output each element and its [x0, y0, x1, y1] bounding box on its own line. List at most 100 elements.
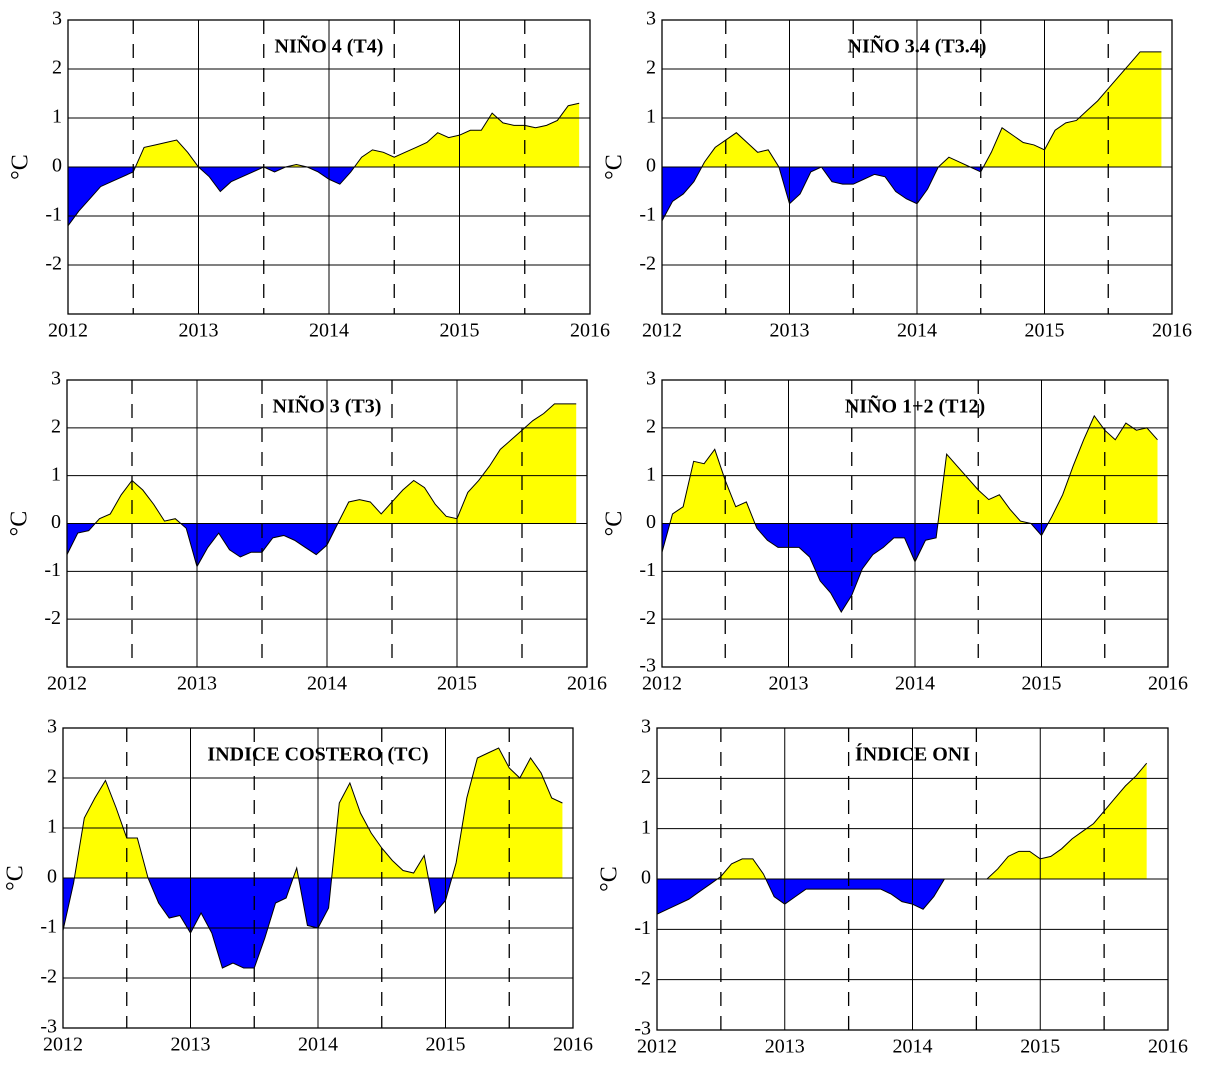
y-axis-label: °C — [3, 865, 29, 891]
chart-title: ÍNDICE ONI — [855, 743, 970, 766]
series-line — [661, 414, 1158, 613]
negative-area — [657, 879, 1147, 915]
series-line — [67, 102, 580, 227]
chart-title: INDICE COSTERO (TC) — [207, 744, 428, 766]
y-tick-label: -1 — [639, 204, 656, 226]
y-axis-label: °C — [602, 154, 628, 180]
y-tick-label: 2 — [47, 766, 57, 788]
y-tick-label: 2 — [51, 415, 61, 437]
y-tick-label: 1 — [47, 816, 57, 838]
x-tick-label: 2015 — [1022, 673, 1062, 695]
y-tick-label: -3 — [639, 655, 656, 677]
x-tick-label: 2013 — [765, 1036, 805, 1058]
y-tick-label: 3 — [52, 8, 62, 30]
y-tick-label: 0 — [646, 155, 656, 177]
chart-title: NIÑO 4 (T4) — [275, 35, 384, 58]
x-tick-label: 2012 — [48, 320, 88, 342]
y-tick-label: -1 — [634, 917, 651, 939]
y-tick-label: 0 — [51, 511, 61, 533]
y-tick-label: -2 — [639, 607, 656, 629]
y-tick-label: 1 — [52, 106, 62, 128]
x-tick-label: 2014 — [893, 1036, 933, 1058]
x-tick-label: 2016 — [1148, 1036, 1188, 1058]
x-tick-label: 2016 — [1152, 320, 1192, 342]
y-axis-label: °C — [597, 866, 623, 892]
y-tick-label: -3 — [634, 1018, 651, 1040]
y-tick-label: 1 — [646, 463, 656, 485]
y-tick-label: 3 — [51, 368, 61, 390]
x-tick-label: 2015 — [1025, 320, 1065, 342]
x-tick-label: 2014 — [897, 320, 937, 342]
x-tick-label: 2015 — [437, 673, 477, 695]
y-tick-label: 2 — [641, 766, 651, 788]
positive-area — [662, 51, 1162, 167]
y-tick-label: -2 — [45, 253, 62, 275]
y-axis-label: °C — [8, 154, 34, 180]
y-tick-label: -1 — [45, 204, 62, 226]
y-axis-label: °C — [7, 511, 33, 537]
x-tick-label: 2016 — [567, 673, 607, 695]
x-tick-label: 2016 — [1148, 673, 1188, 695]
y-tick-label: 0 — [641, 867, 651, 889]
x-tick-label: 2014 — [309, 320, 349, 342]
x-tick-label: 2015 — [426, 1034, 466, 1056]
x-tick-label: 2014 — [298, 1034, 338, 1056]
negative-area — [662, 523, 1158, 612]
y-axis-label: °C — [602, 511, 628, 537]
chart-title: NIÑO 3.4 (T3.4) — [848, 35, 987, 58]
negative-area — [662, 167, 1162, 221]
x-tick-label: 2012 — [642, 673, 682, 695]
x-tick-label: 2014 — [895, 673, 935, 695]
positive-area — [67, 403, 577, 524]
series-line — [661, 51, 1162, 222]
chart-title: NIÑO 3 (T3) — [273, 395, 382, 418]
x-tick-label: 2016 — [553, 1034, 593, 1056]
plot-frame — [656, 727, 1169, 1031]
x-tick-label: 2014 — [307, 673, 347, 695]
y-tick-label: 0 — [52, 155, 62, 177]
y-tick-label: 0 — [47, 866, 57, 888]
y-tick-label: -2 — [40, 966, 57, 988]
y-tick-label: -2 — [44, 607, 61, 629]
y-tick-label: -3 — [40, 1016, 57, 1038]
x-tick-label: 2012 — [43, 1034, 83, 1056]
y-tick-label: 3 — [641, 716, 651, 738]
positive-area — [662, 415, 1158, 524]
negative-area — [68, 167, 580, 226]
x-tick-label: 2015 — [1020, 1036, 1060, 1058]
series-line — [656, 762, 1148, 915]
x-tick-label: 2015 — [440, 320, 480, 342]
plot-frame — [661, 19, 1173, 315]
x-tick-label: 2013 — [770, 320, 810, 342]
x-tick-label: 2013 — [179, 320, 219, 342]
y-tick-label: 2 — [646, 57, 656, 79]
y-tick-label: 3 — [646, 368, 656, 390]
x-tick-label: 2013 — [171, 1034, 211, 1056]
y-tick-label: 3 — [646, 8, 656, 30]
positive-area — [657, 763, 1147, 879]
series-line — [62, 747, 563, 969]
y-tick-label: 2 — [52, 57, 62, 79]
x-tick-label: 2013 — [769, 673, 809, 695]
y-tick-label: 1 — [641, 816, 651, 838]
x-tick-label: 2012 — [47, 673, 87, 695]
x-tick-label: 2013 — [177, 673, 217, 695]
plot-frame — [62, 727, 574, 1029]
y-tick-label: 3 — [47, 716, 57, 738]
x-tick-label: 2016 — [570, 320, 610, 342]
plot-frame — [661, 379, 1169, 668]
y-tick-label: -1 — [44, 559, 61, 581]
y-tick-label: -2 — [639, 253, 656, 275]
y-tick-label: -1 — [639, 559, 656, 581]
y-tick-label: 2 — [646, 415, 656, 437]
positive-area — [63, 748, 563, 878]
series-line — [66, 403, 577, 568]
y-tick-label: 0 — [646, 511, 656, 533]
y-tick-label: 1 — [646, 106, 656, 128]
positive-area — [68, 103, 580, 167]
plot-frame — [66, 379, 588, 668]
y-tick-label: -2 — [634, 967, 651, 989]
x-tick-label: 2012 — [642, 320, 682, 342]
